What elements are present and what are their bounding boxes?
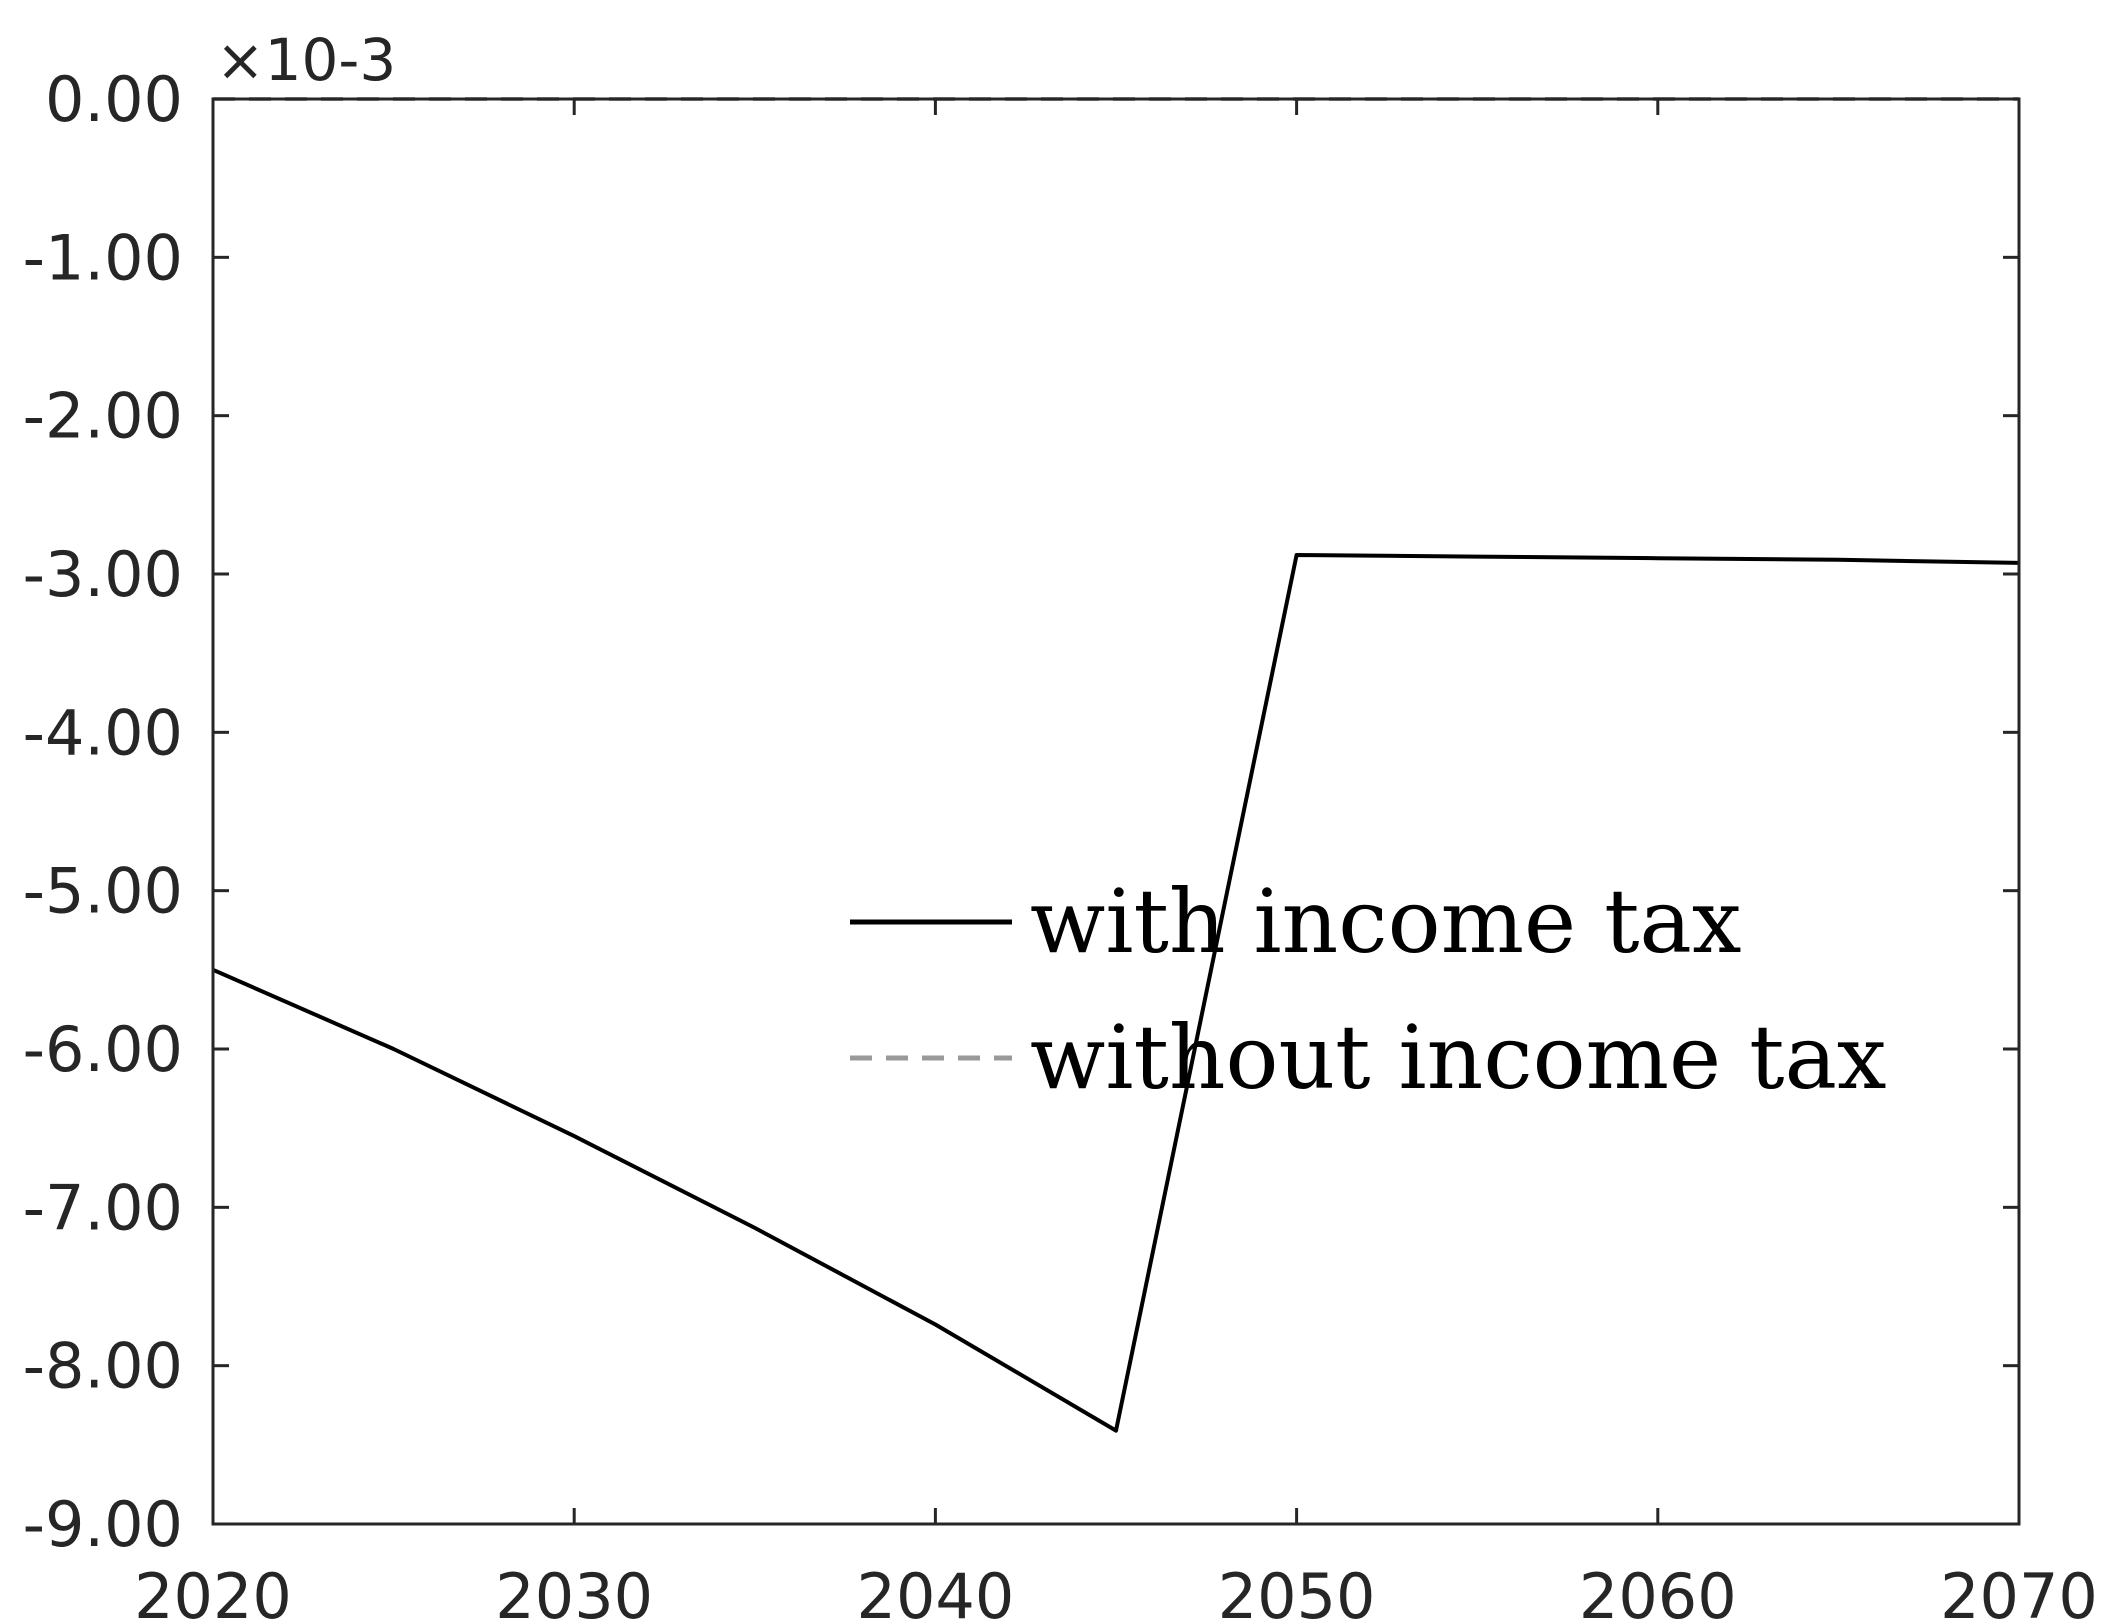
x-tick-label: 2040 (857, 1560, 1015, 1622)
plot-frame (211, 97, 2021, 1526)
x-tick-label: 2060 (1579, 1560, 1737, 1622)
x-tick-label: 2030 (495, 1560, 653, 1622)
y-axis-exponent: ×10-3 (216, 26, 396, 94)
y-tick-label: -9.00 (23, 1488, 183, 1561)
series-line-1 (212, 553, 2020, 1433)
y-tick-labels: 0.00 -1.00 -2.00 -3.00 -4.00 -5.00 -6.00 -7.00 -… (23, 63, 183, 1561)
y-tick-label: -3.00 (23, 538, 183, 611)
y-tick-label: -4.00 (23, 696, 183, 769)
y-tick-label: -7.00 (23, 1171, 183, 1244)
y-tick-label: -5.00 (23, 855, 183, 928)
legend-label-2: without income tax (1030, 1006, 1887, 1109)
x-tick-label: 2050 (1218, 1560, 1376, 1622)
x-tick-label: 2070 (1940, 1560, 2098, 1622)
legend: with income tax without income tax (850, 870, 1887, 1109)
ticks-layer (211, 97, 2021, 1526)
x-tick-labels: 2020 2030 2040 2050 2060 2070 (134, 1560, 2098, 1622)
y-tick-label: -2.00 (23, 380, 183, 453)
legend-label-1: with income tax (1030, 870, 1742, 973)
series-layer (212, 97, 2020, 1433)
y-tick-label: -6.00 (23, 1013, 183, 1086)
y-tick-label: -8.00 (23, 1330, 183, 1403)
x-tick-label: 2020 (134, 1560, 292, 1622)
y-tick-label: 0.00 (45, 63, 183, 136)
y-tick-label: -1.00 (23, 221, 183, 294)
